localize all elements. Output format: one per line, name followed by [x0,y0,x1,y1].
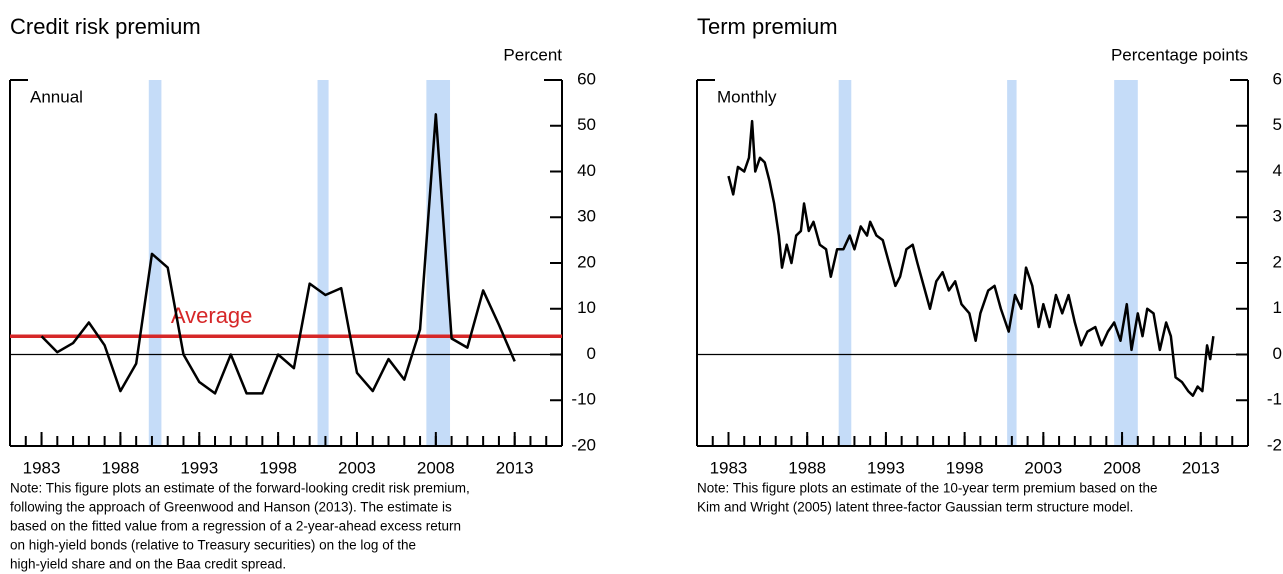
x-tick-label: 1983 [23,458,61,477]
data-line [727,119,1215,397]
note-line: high-yield share and on the Baa credit s… [10,557,286,572]
y-tick-label: -1 [1267,390,1282,409]
chart-title: Credit risk premium [10,14,201,39]
y-tick-label: 30 [577,207,596,226]
x-tick-label: 2003 [1024,458,1062,477]
x-tick-label: 2013 [1182,458,1220,477]
note-line: Note: This figure plots an estimate of t… [10,481,470,496]
y-tick-label: -20 [571,435,596,454]
note-line: following the approach of Greenwood and … [10,500,452,515]
note-line: Kim and Wright (2005) latent three-facto… [697,500,1133,515]
x-tick-label: 1988 [101,458,139,477]
y-tick-label: 20 [577,252,596,271]
note-line: Note: This figure plots an estimate of t… [697,481,1157,496]
x-tick-label: 1998 [259,458,297,477]
y-tick-label: 0 [1273,344,1282,363]
x-tick-label: 1983 [710,458,748,477]
x-tick-label: 2013 [496,458,534,477]
x-tick-label: 2008 [1103,458,1141,477]
note-line: based on the fitted value from a regress… [10,519,461,534]
y-tick-label: -2 [1267,435,1282,454]
average-label: Average [171,303,253,328]
y-tick-label: 6 [1273,69,1282,88]
x-tick-label: 1993 [867,458,905,477]
chart-title: Term premium [697,14,838,39]
y-axis-unit: Percentage points [1111,45,1248,64]
data-line [40,113,516,395]
recession-band [838,80,852,446]
x-tick-label: 1993 [180,458,218,477]
y-tick-label: 2 [1273,252,1282,271]
y-tick-label: 60 [577,69,596,88]
x-tick-label: 2003 [338,458,376,477]
frequency-label: Annual [30,87,83,106]
x-tick-label: 2008 [417,458,455,477]
y-tick-label: 40 [577,161,596,180]
recession-band [317,80,329,446]
x-tick-label: 1988 [788,458,826,477]
y-tick-label: 1 [1273,298,1282,317]
y-tick-label: 5 [1273,115,1282,134]
y-tick-label: -10 [571,390,596,409]
y-tick-label: 50 [577,115,596,134]
y-axis-unit: Percent [503,45,562,64]
note-line: on high-yield bonds (relative to Treasur… [10,538,416,553]
y-tick-label: 10 [577,298,596,317]
y-tick-label: 0 [587,344,596,363]
y-tick-label: 3 [1273,207,1282,226]
recession-band [1114,80,1138,446]
recession-band [1007,80,1017,446]
y-tick-label: 4 [1273,161,1282,180]
frequency-label: Monthly [717,87,777,106]
x-tick-label: 1998 [946,458,984,477]
